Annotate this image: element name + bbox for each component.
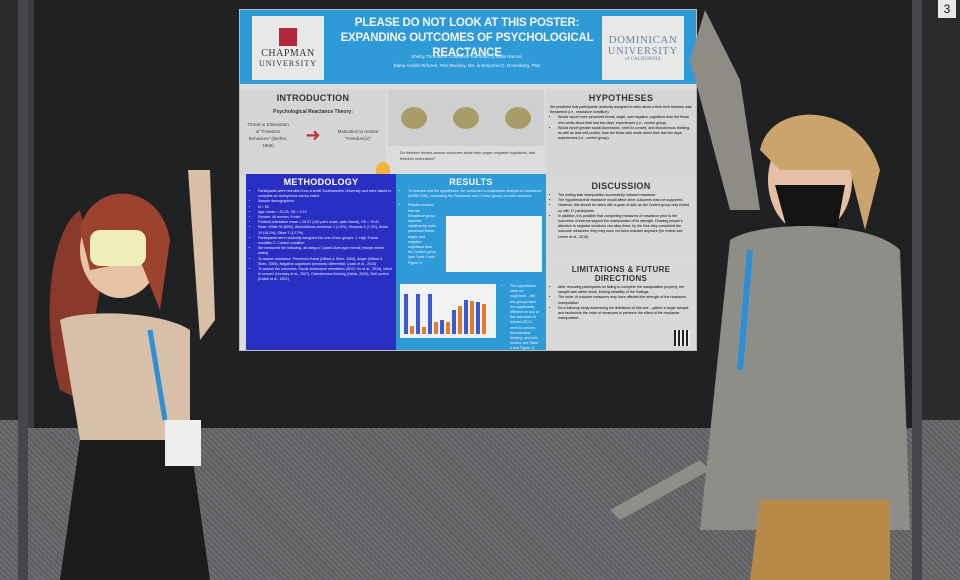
methodology-section: METHODOLOGY Participants were recruited … <box>246 174 396 350</box>
logo-text: UNIVERSITY <box>608 46 678 57</box>
logo-text: UNIVERSITY <box>259 59 317 68</box>
bar <box>482 304 486 334</box>
poster-header: CHAPMAN UNIVERSITY PLEASE DO NOT LOOK AT… <box>240 10 696 84</box>
presenter-right <box>610 10 910 580</box>
flow-step-icon <box>401 107 427 129</box>
bar <box>404 294 408 334</box>
bar <box>428 294 432 334</box>
method-item: Gender: 46 women, 9 men <box>258 215 392 220</box>
results-section: RESULTS To examine test the hypotheses, … <box>396 174 546 350</box>
research-question: Do freedom threats arouse outcomes aside… <box>400 151 536 161</box>
results-table <box>446 216 542 272</box>
poster-authors: Shelby Thomason, Catherine Salomon, Cris… <box>332 52 602 70</box>
chapman-emblem-icon <box>279 28 297 46</box>
method-item: Participants were randomly assigned into… <box>258 236 392 246</box>
presenter-left <box>49 170 215 580</box>
limitation-item: Do a followup study addressing the limit… <box>558 306 692 322</box>
section-heading: RESULTS <box>449 177 493 187</box>
results-bar-chart <box>400 284 496 338</box>
method-item: Sample demographics: <box>258 199 392 204</box>
flow-step-icon <box>505 107 531 129</box>
process-flow-graphic <box>388 90 544 146</box>
bar <box>470 301 474 334</box>
hypothesis-item: Would report more perceived threat, ange… <box>558 115 692 125</box>
motivation-box: Motivation to restore "Freedom(s)" <box>337 129 379 141</box>
research-poster: CHAPMAN UNIVERSITY PLEASE DO NOT LOOK AT… <box>240 10 696 350</box>
bar <box>410 326 414 334</box>
section-heading: DISCUSSION <box>591 181 651 191</box>
method-item: We measured the following, all using a 7… <box>258 246 392 256</box>
method-item: Participants were recruited from a small… <box>258 189 392 199</box>
poster-title: PLEASE DO NOT LOOK AT THIS POSTER: EXPAN… <box>332 16 602 61</box>
method-item: Political orientation mean = 28.51 (100 … <box>258 220 392 225</box>
logo-text: of CALIFORNIA <box>625 57 661 62</box>
result-item: To examine test the hypotheses, we condu… <box>408 189 542 199</box>
discussion-item: However, this should be taken with a gra… <box>558 203 692 213</box>
dominican-logo: DOMINICAN UNIVERSITY of CALIFORNIA <box>602 16 684 80</box>
discussion-section: DISCUSSION The writing task manipulation… <box>546 178 696 260</box>
hypotheses-section: HYPOTHESES We predicted that participant… <box>546 90 696 178</box>
theory-diagram: Threat or Elimination of "Freedom Behavi… <box>240 121 386 149</box>
right-arrow-icon: ➜ <box>305 125 321 145</box>
section-heading: HYPOTHESES <box>588 93 654 103</box>
title-line: EXPANDING OUTCOMES OF PSYCHOLOGICAL REAC… <box>340 32 594 59</box>
authors-line: Shelby Thomason, Catherine Salomon, Cris… <box>411 54 523 59</box>
bar <box>464 300 468 334</box>
booth-pole-right <box>912 0 922 580</box>
title-line: PLEASE DO NOT LOOK AT THIS POSTER: <box>354 17 580 29</box>
limitation-item: After removing participants for failing … <box>558 285 692 295</box>
bar <box>476 302 480 334</box>
method-item: Race: White 30 (60%), Black/African Amer… <box>258 225 392 235</box>
bar <box>446 322 450 334</box>
limitation-item: The order of outcome measures may have a… <box>558 295 692 305</box>
bar <box>434 322 438 334</box>
chapman-logo: CHAPMAN UNIVERSITY <box>252 16 324 80</box>
section-heading: METHODOLOGY <box>283 177 359 187</box>
method-item: Age: mean = 20.25, SD = 3.13 <box>258 210 392 215</box>
limitations-section: LIMITATIONS & FUTURE DIRECTIONS After re… <box>546 262 696 350</box>
bar <box>416 294 420 334</box>
bar <box>422 327 426 334</box>
hypotheses-intro: We predicted that participants randomly … <box>550 105 692 115</box>
result-item: Results showed that the Reactance group … <box>408 203 436 265</box>
introduction-section: INTRODUCTION Psychological Reactance The… <box>240 90 386 176</box>
discussion-item: The hypothesis that reactance would affe… <box>558 198 692 203</box>
method-item: To assess reactance: Perceived threat (D… <box>258 257 392 267</box>
bar <box>440 320 444 334</box>
discussion-item: The writing task manipulation successful… <box>558 193 692 198</box>
section-heading: LIMITATIONS & FUTURE DIRECTIONS <box>571 265 671 283</box>
booth-pole-left <box>18 0 28 580</box>
authors-line: Elana Antolin-Wilczek, Tess Buckley, MA,… <box>393 63 541 68</box>
result-text-right: The hypotheses were not supported – the … <box>498 284 544 350</box>
result-text-left: Results showed that the Reactance group … <box>396 203 440 265</box>
flow-step-icon <box>453 107 479 129</box>
section-heading: INTRODUCTION <box>276 93 350 103</box>
qr-code-icon <box>674 330 690 346</box>
discussion-item: In addition, it is possible that complet… <box>558 214 692 240</box>
logo-text: CHAPMAN <box>261 48 315 59</box>
result-item: The hypotheses were not supported – the … <box>510 284 540 350</box>
logo-text: DOMINICAN <box>608 34 678 46</box>
threat-box: Threat or Elimination of "Freedom Behavi… <box>247 122 289 148</box>
method-item: To assess the outcomes: Social dominance… <box>258 267 392 283</box>
method-item: N = 55 <box>258 205 392 210</box>
hypothesis-item: Would report greater social dominance, n… <box>558 126 692 142</box>
bar <box>452 310 456 334</box>
booth-number: 3 <box>938 0 956 18</box>
bar <box>458 306 462 334</box>
intro-subheading: Psychological Reactance Theory: <box>273 109 353 115</box>
